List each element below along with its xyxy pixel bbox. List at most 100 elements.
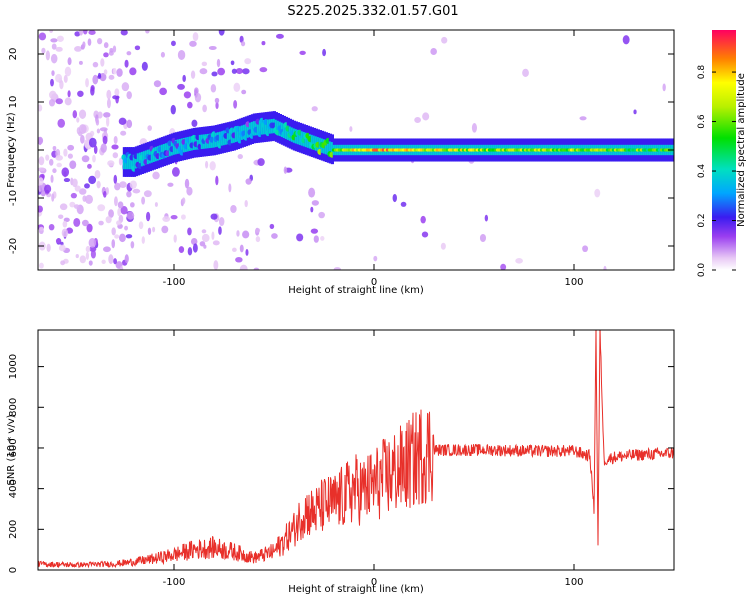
spectrogram-noise-cell <box>72 110 78 119</box>
spectrogram-noise-cell <box>96 128 101 134</box>
spectrogram-noise-cell <box>129 67 137 76</box>
spectrogram-noise-cell <box>59 79 64 90</box>
spectrogram-noise-cell <box>100 58 105 67</box>
spectrogram-noise-cell <box>203 244 207 249</box>
spectrogram-noise-cell <box>81 155 90 163</box>
spectrogram-ridge-band <box>282 123 286 138</box>
spectrogram-noise-cell <box>239 35 244 43</box>
spectrogram-noise-cell <box>90 249 96 259</box>
snr-x-tick-label: -100 <box>163 577 186 588</box>
spectrogram-noise-cell <box>116 220 122 226</box>
spectrogram-noise-cell <box>124 59 129 68</box>
spectrogram-noise-cell <box>106 89 112 100</box>
spectrogram-noise-cell <box>95 118 100 126</box>
spectrogram-noise-cell <box>152 171 160 180</box>
spectrogram-noise-cell <box>201 233 210 243</box>
spectrogram-noise-cell <box>484 214 489 222</box>
spectrogram-noise-cell <box>255 236 261 243</box>
spectrogram-noise-cell <box>232 247 237 253</box>
spectrogram-noise-cell <box>217 67 226 76</box>
spectrogram-noise-cell <box>103 190 107 198</box>
spectrogram-noise-cell <box>106 98 111 109</box>
spectrogram-noise-cell <box>73 217 81 227</box>
spectrogram-noise-cell <box>138 221 144 230</box>
spectrogram-noise-cell <box>241 89 247 95</box>
snr-x-tick-label: 0 <box>371 577 377 588</box>
spectrogram-noise-cell <box>120 30 128 36</box>
spectrogram-noise-cell <box>189 40 197 47</box>
spectrogram-noise-cell <box>190 237 198 246</box>
spectrogram-noise-cell <box>106 116 110 127</box>
spectrogram-noise-cell <box>215 101 219 110</box>
spectrogram-noise-cell <box>103 42 109 49</box>
spectrogram-noise-cell <box>579 116 587 121</box>
spectrogram-x-tick-label: 100 <box>564 277 583 288</box>
spectrogram-noise-cell <box>440 242 446 250</box>
spectrogram-noise-cell <box>49 158 54 166</box>
spectrogram-ridge-band <box>324 139 328 155</box>
spectrogram-noise-cell <box>633 109 637 115</box>
spectrogram-noise-cell <box>103 246 111 253</box>
spectrogram-noise-cell <box>126 211 135 220</box>
spectrogram-noise-cell <box>74 31 81 37</box>
spectrogram-ridge-band <box>286 125 290 140</box>
spectrogram-noise-cell <box>186 186 193 196</box>
spectrogram-noise-cell <box>191 119 198 128</box>
spectrogram-ridge-band <box>172 140 176 155</box>
snr-y-tick-label: 0 <box>8 567 19 573</box>
spectrogram-noise-cell <box>71 178 78 188</box>
spectrogram-noise-cell <box>55 46 63 52</box>
spectrogram-noise-cell <box>218 30 225 36</box>
spectrogram-noise-cell <box>208 45 217 50</box>
spectrogram-noise-cell <box>48 98 56 107</box>
spectrogram-noise-cell <box>58 244 66 252</box>
spectrogram-noise-cell <box>162 216 171 223</box>
spectrogram-noise-cell <box>126 91 132 100</box>
spectrogram-noise-cell <box>392 193 397 203</box>
spectrogram-noise-cell <box>245 249 249 256</box>
spectrogram-noise-cell <box>349 126 353 132</box>
spectrogram-ridge-band <box>258 120 262 135</box>
spectrogram-noise-cell <box>170 215 178 220</box>
spectrogram-noise-cell <box>193 87 199 95</box>
spectrogram-noise-cell <box>112 95 120 100</box>
spectrogram-ridge-band <box>284 124 288 139</box>
spectrogram-ridge-band <box>264 119 268 135</box>
spectrogram-noise-cell <box>98 220 104 226</box>
spectrogram-noise-cell <box>55 155 63 161</box>
spectrogram-noise-cell <box>244 199 248 208</box>
spectrogram-noise-cell <box>44 184 52 194</box>
spectrogram-noise-cell <box>126 190 132 198</box>
spectrogram-noise-cell <box>161 225 169 234</box>
spectrogram-y-tick-label: 10 <box>8 96 19 109</box>
spectrogram-noise-cell <box>50 38 58 43</box>
snr-y-tick-label: 400 <box>8 479 19 498</box>
spectrogram-noise-cell <box>67 90 71 98</box>
spectrogram-noise-cell <box>182 74 186 83</box>
spectrogram-noise-cell <box>173 234 177 243</box>
spectrogram-noise-cell <box>117 208 121 217</box>
spectrogram-noise-cell <box>230 60 235 66</box>
colorbar <box>712 30 736 270</box>
spectrogram-noise-cell <box>119 265 124 270</box>
spectrogram-noise-cell <box>67 57 72 66</box>
spectrogram-noise-cell <box>187 247 193 256</box>
spectrogram-y-tick-label: -10 <box>8 190 19 206</box>
spectrogram-noise-cell <box>190 70 196 79</box>
spectrogram-noise-cell <box>230 204 237 214</box>
spectrogram-noise-cell <box>49 90 57 100</box>
spectrogram-noise-cell <box>242 230 250 239</box>
spectrogram-noise-cell <box>94 170 101 179</box>
spectrogram-noise-cell <box>441 36 448 44</box>
spectrogram-noise-cell <box>132 188 141 194</box>
spectrogram-noise-cell <box>99 127 108 132</box>
spectrogram-noise-cell <box>218 217 225 227</box>
spectrogram-noise-cell <box>88 260 93 266</box>
spectrogram-noise-cell <box>88 237 97 248</box>
spectrogram-noise-cell <box>242 68 250 75</box>
spectrogram-noise-cell <box>117 201 124 209</box>
spectrogram-noise-cell <box>39 226 44 231</box>
spectrogram-noise-cell <box>113 135 118 145</box>
spectrogram-x-tick-label: -100 <box>163 277 186 288</box>
